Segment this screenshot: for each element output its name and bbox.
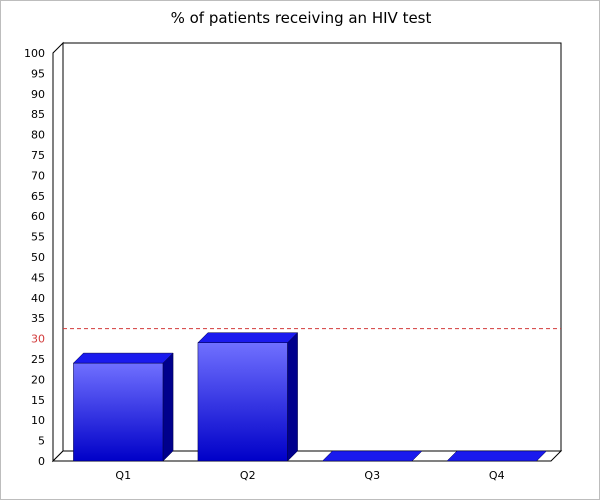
y-tick-label: 15 xyxy=(31,394,45,407)
y-tick-label: 40 xyxy=(31,292,45,305)
bar-q3 xyxy=(321,450,423,462)
y-tick-label: 0 xyxy=(38,455,45,468)
y-tick-label: 55 xyxy=(31,231,45,244)
y-tick-label: 10 xyxy=(31,414,45,427)
y-tick-label: 80 xyxy=(31,129,45,142)
x-tick-label: Q4 xyxy=(489,469,505,482)
y-tick-label: 90 xyxy=(31,88,45,101)
bar-top xyxy=(321,450,423,462)
chart-title: % of patients receiving an HIV test xyxy=(170,9,432,27)
bar-q2 xyxy=(197,332,299,462)
x-tick-label: Q3 xyxy=(364,469,380,482)
bar-q1 xyxy=(72,352,174,462)
bar-q4 xyxy=(446,450,548,462)
y-tick-label: 100 xyxy=(24,47,45,60)
y-tick-label: 20 xyxy=(31,373,45,386)
y-tick-label: 25 xyxy=(31,353,45,366)
bar-front xyxy=(197,342,288,462)
bar-top xyxy=(72,352,174,364)
y-tick-label: 60 xyxy=(31,210,45,223)
x-tick-label: Q1 xyxy=(115,469,131,482)
y-tick-label: 85 xyxy=(31,108,45,121)
y-tick-label: 95 xyxy=(31,67,45,80)
x-tick-label: Q2 xyxy=(240,469,256,482)
plot-left-wall xyxy=(52,41,64,463)
x-axis: Q1 Q2 Q3 Q4 xyxy=(115,469,504,482)
bar-side xyxy=(287,332,298,462)
bars xyxy=(72,332,548,462)
y-tick-label: 5 xyxy=(38,435,45,448)
y-axis: 0 5 10 15 20 25 30 35 40 45 50 55 60 65 70 75 80 85 90 95 10… xyxy=(24,47,45,468)
bar-top xyxy=(197,332,299,343)
bar-top xyxy=(446,450,548,462)
y-tick-label: 70 xyxy=(31,169,45,182)
bar-front xyxy=(73,362,164,462)
y-tick-label: 30 xyxy=(31,333,45,346)
bar-side xyxy=(162,352,174,462)
y-tick-label: 65 xyxy=(31,190,45,203)
y-tick-label: 35 xyxy=(31,312,45,325)
y-tick-label: 45 xyxy=(31,271,45,284)
y-tick-label: 50 xyxy=(31,251,45,264)
y-tick-label: 75 xyxy=(31,149,45,162)
